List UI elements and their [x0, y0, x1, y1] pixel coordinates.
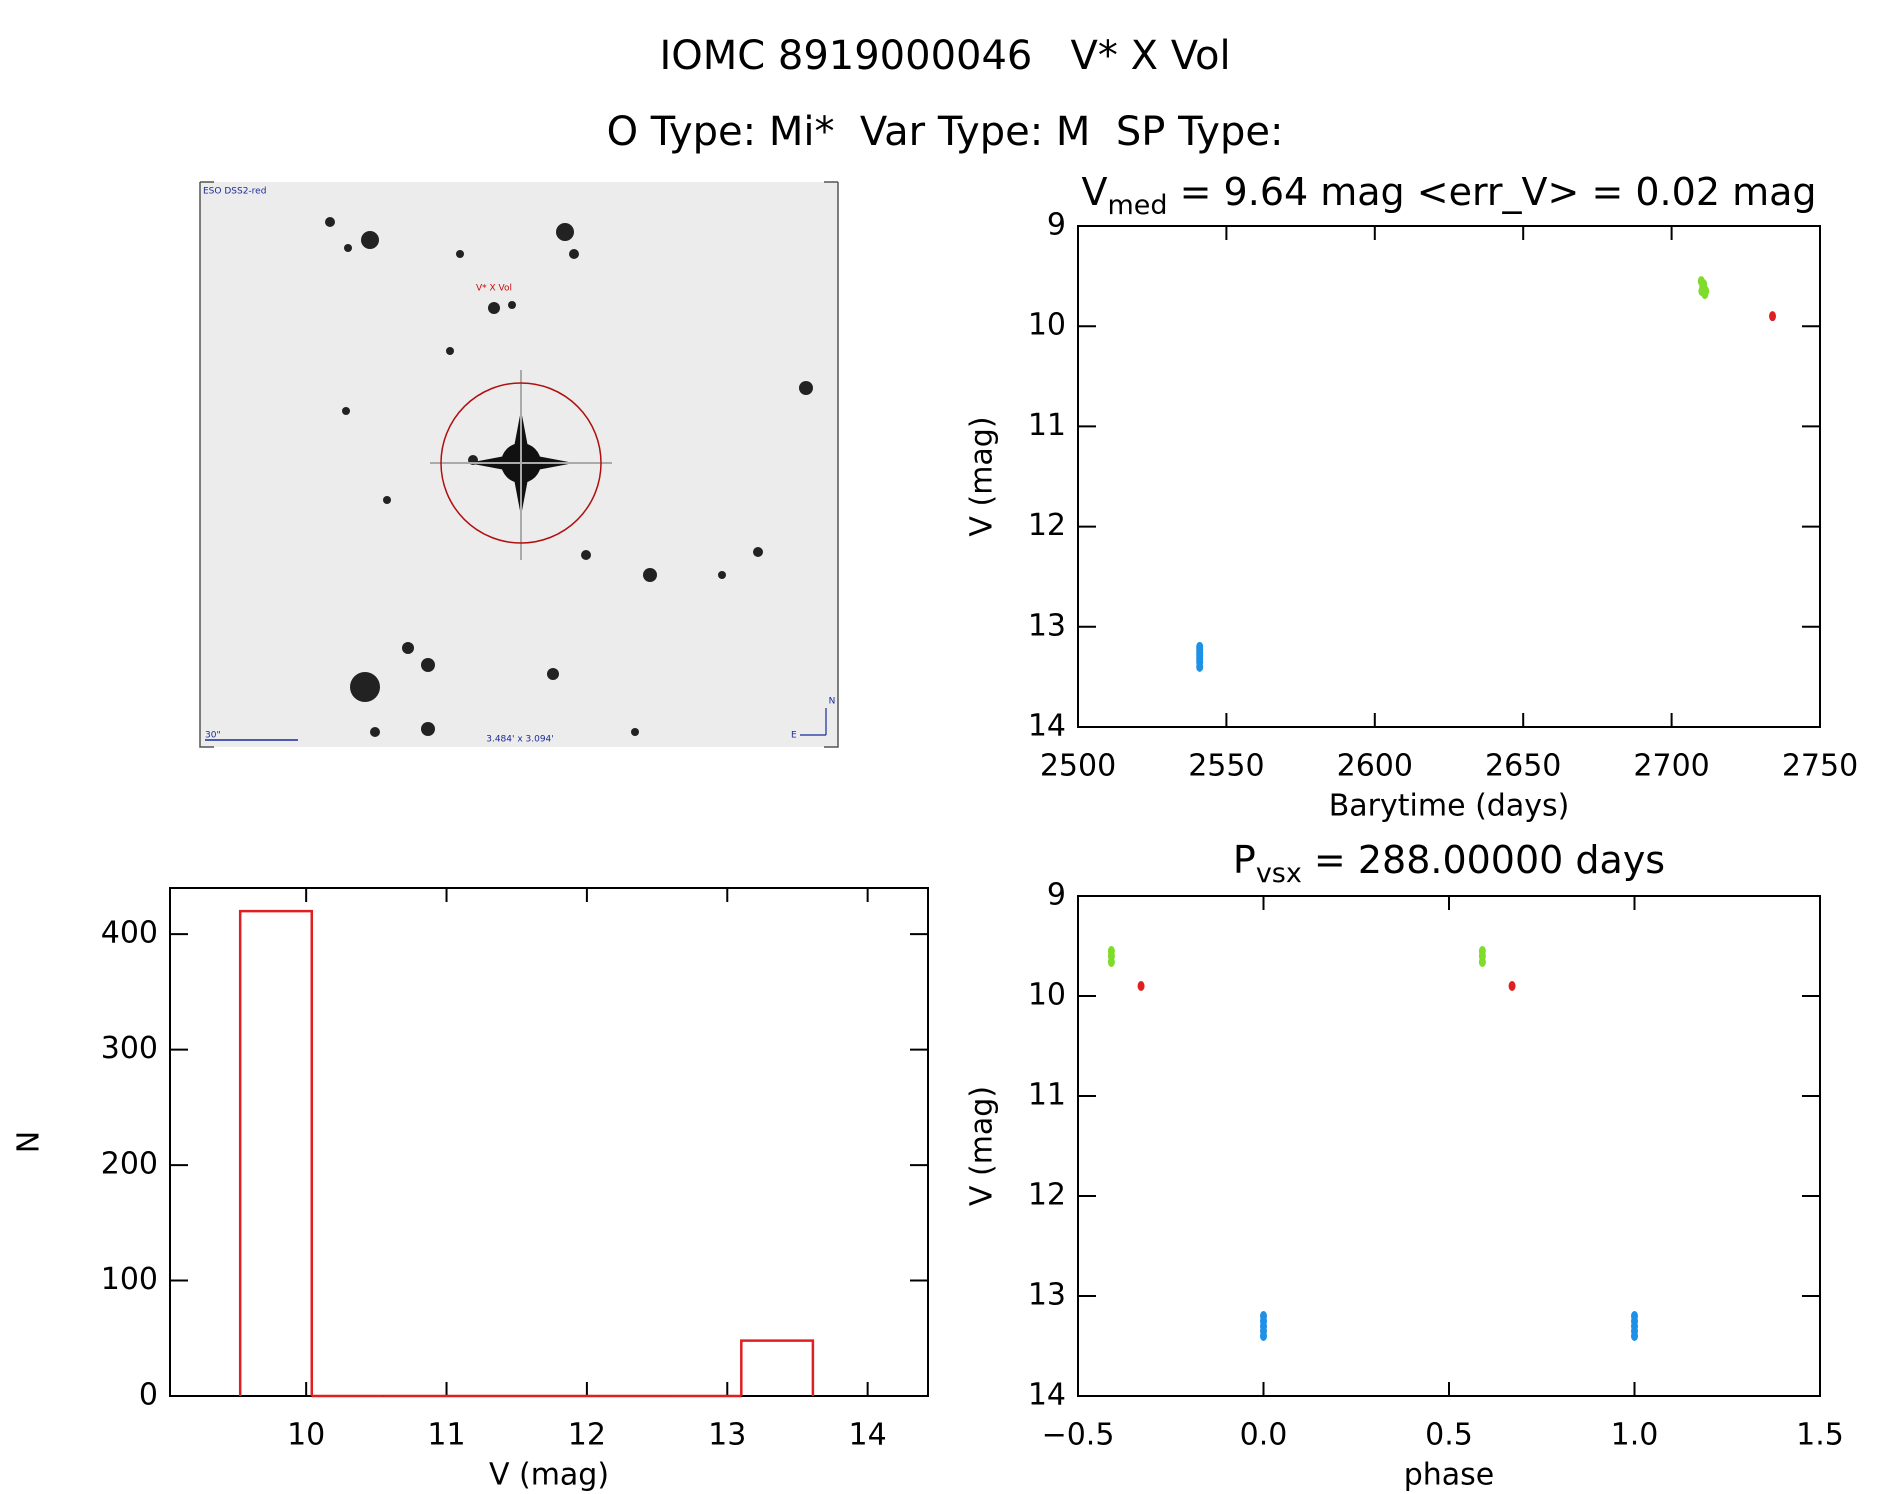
- target-label: V* X Vol: [476, 284, 512, 294]
- y-tick-label: 11: [1028, 1078, 1066, 1113]
- y-tick-label: 13: [1028, 608, 1066, 643]
- title-part: V: [1082, 170, 1108, 214]
- title-part: vsx: [1256, 858, 1302, 889]
- x-tick-label: 14: [849, 1418, 887, 1453]
- x-tick-label: 1.5: [1796, 1418, 1844, 1453]
- east-label: E: [791, 731, 797, 741]
- point: [1769, 311, 1777, 322]
- point: [1196, 661, 1204, 672]
- title-part: = 288.00000 days: [1302, 838, 1665, 882]
- title-part: P: [1233, 838, 1256, 882]
- y-tick-label: 12: [1028, 508, 1066, 543]
- north-label: N: [829, 697, 836, 707]
- point: [1700, 279, 1708, 290]
- x-tick-label: 2700: [1633, 749, 1709, 784]
- x-tick-label: 13: [708, 1418, 746, 1453]
- figure-title: IOMC 8919000046 V* X Vol: [659, 33, 1230, 79]
- title-part: med: [1108, 190, 1168, 221]
- x-tick-label: 11: [427, 1418, 465, 1453]
- point: [1508, 981, 1516, 991]
- x-tick-label: 2650: [1485, 749, 1561, 784]
- figure-subtitle: O Type: Mi* Var Type: M SP Type:: [607, 109, 1284, 155]
- x-tick-label: 0.0: [1240, 1418, 1288, 1453]
- x-tick-label: 2600: [1337, 749, 1413, 784]
- x-axis-label: Barytime (days): [1329, 789, 1570, 824]
- x-tick-label: 2550: [1188, 749, 1264, 784]
- y-tick-label: 12: [1028, 1178, 1066, 1213]
- finder-frame: [199, 181, 839, 748]
- survey-label: ESO DSS2-red: [203, 187, 266, 197]
- field-label: 3.484' x 3.094': [486, 735, 554, 745]
- y-tick-label: 100: [101, 1262, 158, 1297]
- aperture-circle: [440, 382, 602, 544]
- y-tick-label: 11: [1028, 408, 1066, 443]
- y-axis-label: V (mag): [965, 1086, 1000, 1206]
- y-axis-label: N: [12, 1131, 47, 1153]
- x-axis-label: phase: [1404, 1458, 1495, 1493]
- y-tick-label: 9: [1047, 878, 1066, 913]
- chart-title: Vmed = 9.64 mag <err_V> = 0.02 mag: [1082, 170, 1817, 221]
- plot-frame: [1077, 225, 1821, 728]
- y-tick-label: 0: [139, 1378, 158, 1413]
- x-axis-label: V (mag): [489, 1458, 609, 1493]
- x-tick-label: 12: [568, 1418, 606, 1453]
- point: [1107, 957, 1115, 967]
- point: [1631, 1331, 1638, 1341]
- x-tick-label: 1.0: [1611, 1418, 1659, 1453]
- y-tick-label: 14: [1028, 709, 1066, 744]
- point: [1701, 289, 1709, 300]
- plot-frame: [169, 887, 929, 1397]
- y-tick-label: 10: [1028, 978, 1066, 1013]
- x-tick-label: 0.5: [1425, 1418, 1473, 1453]
- chart-title: Pvsx = 288.00000 days: [1233, 838, 1665, 889]
- y-tick-label: 300: [101, 1031, 158, 1066]
- x-tick-label: −0.5: [1042, 1418, 1115, 1453]
- compass: [800, 708, 827, 736]
- scale-label: 30": [205, 731, 221, 741]
- x-tick-label: 2500: [1040, 749, 1116, 784]
- y-tick-label: 200: [101, 1147, 158, 1182]
- point: [1478, 957, 1486, 967]
- stars: [325, 217, 813, 737]
- finder-image: ESO DSS2-red V* X Vol 30" 3.484' x 3.094…: [199, 181, 839, 748]
- histogram-bar: [238, 909, 314, 1396]
- point: [1137, 981, 1145, 991]
- y-tick-label: 13: [1028, 1278, 1066, 1313]
- y-tick-label: 400: [101, 916, 158, 951]
- y-axis-label: V (mag): [965, 416, 1000, 536]
- point: [1260, 1331, 1267, 1341]
- x-tick-label: 10: [287, 1418, 325, 1453]
- diffraction-lines: [430, 370, 612, 560]
- x-tick-label: 2750: [1782, 749, 1858, 784]
- title-part: = 9.64 mag <err_V> = 0.02 mag: [1168, 170, 1817, 214]
- y-tick-label: 10: [1028, 308, 1066, 343]
- histogram-bar: [740, 1339, 815, 1396]
- y-tick-label: 9: [1047, 208, 1066, 243]
- y-tick-label: 14: [1028, 1378, 1066, 1413]
- plot-frame: [1077, 895, 1821, 1397]
